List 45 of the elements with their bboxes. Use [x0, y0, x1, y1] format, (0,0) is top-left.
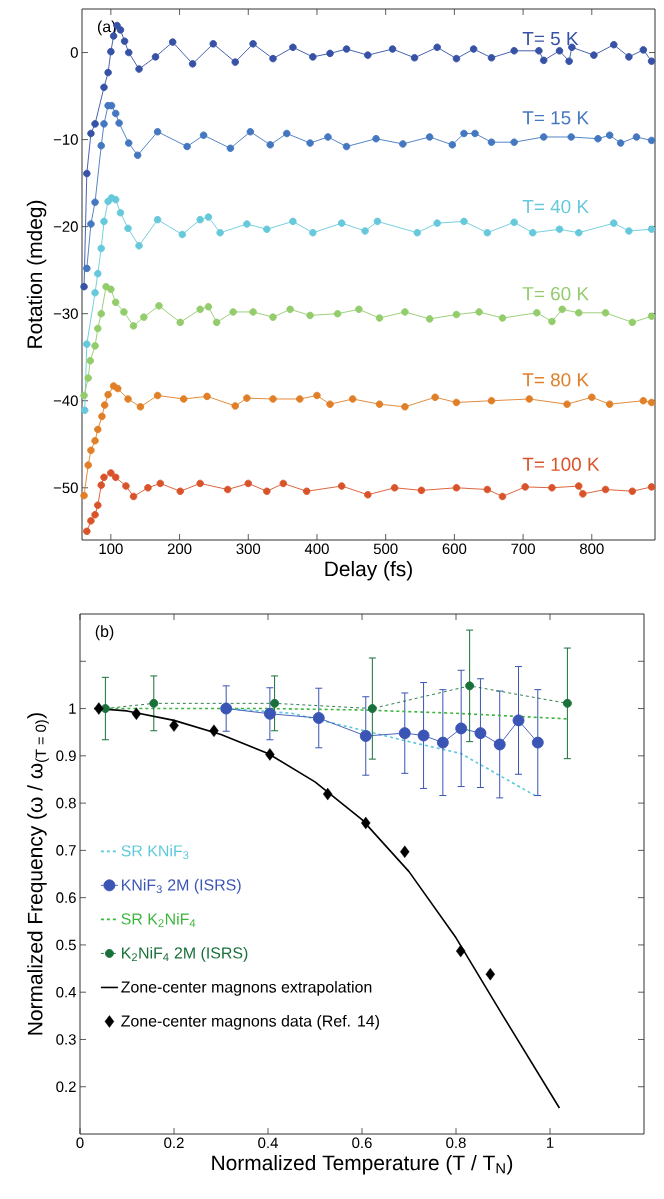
x-tick-label: 200	[167, 543, 192, 555]
y-tick-label: −30	[53, 308, 78, 319]
x-tick-label: 600	[442, 543, 467, 555]
y-tick-label: 0	[70, 47, 78, 58]
y-tick-label: 1	[69, 703, 76, 714]
x-tick-label: 0.8	[446, 1137, 466, 1149]
x-tick-label: 0.6	[352, 1137, 372, 1149]
y-tick-label: 0.6	[56, 892, 76, 903]
series-label: T= 80 K	[522, 373, 589, 387]
y-axis-title: Rotation (mdeg)	[26, 200, 47, 348]
annotation: (b)	[95, 625, 114, 641]
y-tick-label: 0.2	[56, 1081, 76, 1093]
y-tick-label: 0.4	[56, 986, 77, 998]
legend-label: SR KNiF$_{3}$	[121, 844, 189, 860]
legend-label: Zone-center magnons data (Ref. 14)	[121, 1014, 379, 1030]
y-tick-label: −20	[53, 221, 78, 232]
y-tick-label: 0.5	[56, 939, 76, 951]
x-tick-label: 700	[511, 543, 535, 555]
x-axis-title: Normalized Temperature (T / T$_{N}$)	[212, 1154, 513, 1175]
series-label: T= 100 K	[522, 457, 600, 471]
series-label: T= 5 K	[522, 32, 579, 46]
y-tick-label: 0.8	[56, 797, 76, 809]
y-tick-label: −10	[53, 134, 78, 145]
x-tick-label: 0.2	[164, 1137, 184, 1149]
y-tick-label: 0.9	[56, 750, 76, 762]
legend-label: KNiF$_{3}$ 2M (ISRS)	[122, 878, 241, 894]
x-tick-label: 400	[304, 543, 329, 555]
x-tick-label: 500	[373, 543, 398, 555]
series-label: T= 60 K	[522, 286, 589, 301]
series-label: T= 40 K	[522, 199, 589, 214]
x-tick-label: 300	[236, 543, 261, 555]
x-tick-label: 1	[546, 1137, 554, 1148]
series-label: T= 15 K	[522, 111, 589, 125]
x-tick-label: 100	[99, 543, 123, 555]
legend-label: SR K$_{2}$NiF$_{4}$	[121, 912, 196, 928]
legend-label: Zone-center magnons extrapolation	[121, 980, 372, 996]
x-axis-title: Delay (fs)	[325, 560, 412, 581]
legend-label: K$_{2}$NiF$_{4}$ 2M (ISRS)	[122, 946, 248, 962]
y-tick-label: −50	[53, 482, 78, 494]
x-tick-label: 800	[579, 543, 604, 555]
y-axis-title: Normalized Frequency (ω / ω$_{(T = 0)}$)	[27, 713, 49, 1035]
y-tick-label: 0.7	[56, 845, 76, 856]
x-tick-label: 0.4	[258, 1137, 278, 1149]
y-tick-label: −40	[53, 395, 78, 407]
y-tick-label: 0.3	[56, 1034, 76, 1045]
